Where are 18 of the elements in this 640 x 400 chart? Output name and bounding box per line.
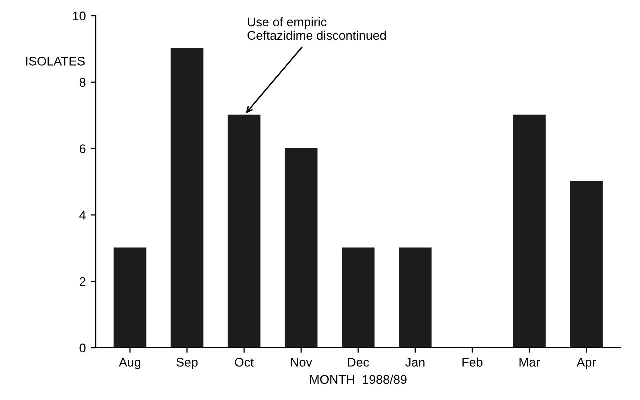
x-tick-label: Sep xyxy=(176,358,198,370)
x-tick-label: Aug xyxy=(119,358,141,370)
y-axis-title: ISOLATES xyxy=(26,56,85,66)
x-axis-title: MONTH 1988/89 xyxy=(310,374,407,384)
y-tick-label: 0 xyxy=(80,344,86,353)
y-tick-label: 4 xyxy=(80,211,86,220)
annotation: Use of empiric Ceftazidime discontinued xyxy=(248,17,386,40)
y-tick-label: 2 xyxy=(80,277,86,286)
x-tick-label: Dec xyxy=(348,358,370,367)
x-tick-label: Mar xyxy=(520,358,540,367)
y-tick-label: 6 xyxy=(80,144,86,154)
x-tick-label: Oct xyxy=(235,358,254,367)
x-tick-label: Jan xyxy=(406,358,425,367)
x-tick-label: Feb xyxy=(462,358,483,367)
y-tick-label: 10 xyxy=(73,12,86,21)
y-tick-label: 8 xyxy=(80,78,86,88)
x-tick-label: Nov xyxy=(291,358,312,367)
x-tick-label: Apr xyxy=(576,358,596,370)
